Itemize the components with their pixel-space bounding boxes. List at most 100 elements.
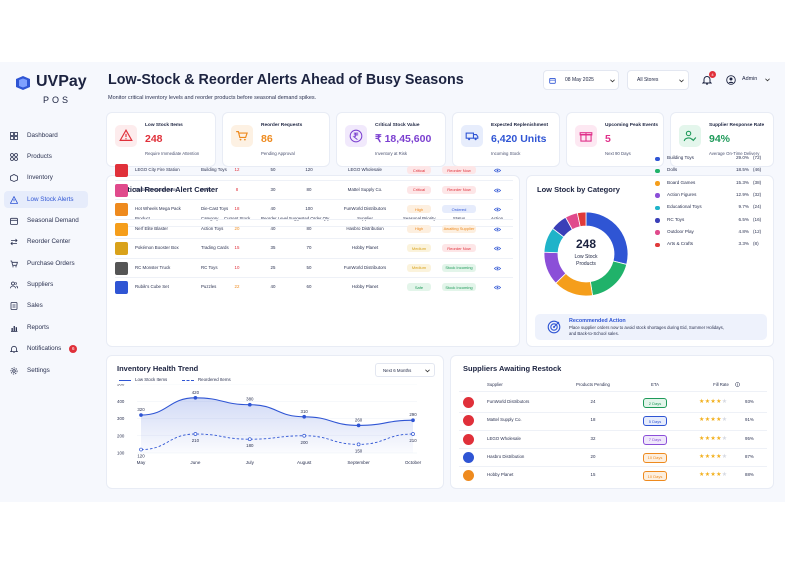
trend-range-select[interactable]: Next 6 Months xyxy=(375,363,435,377)
view-icon[interactable] xyxy=(494,246,501,251)
supplier-row[interactable]: FunWorld Distributors 24 2 Days ★★★★★ 93% xyxy=(457,394,769,413)
product-thumbnail xyxy=(115,261,128,275)
supplier-name: Mattel Supply Co. xyxy=(487,417,522,423)
kpi-subtitle: Require Immediate Attention xyxy=(145,151,200,156)
rating-stars: ★★★★★ xyxy=(699,453,727,460)
user-name: Admin xyxy=(742,76,758,82)
table-row[interactable]: Hot Wheels Mega Pack Die-Cast Toys 18 40 100… xyxy=(113,201,515,220)
products-pending: 15 xyxy=(590,472,596,478)
view-icon[interactable] xyxy=(494,168,501,173)
data-label: 320 xyxy=(137,407,145,412)
store-value: All Stores xyxy=(637,77,659,83)
data-label: 380 xyxy=(246,397,254,402)
table-row[interactable]: LEGO City Fire Station Building Toys 12 50 1… xyxy=(113,162,515,181)
sidebar-item-settings[interactable]: Settings xyxy=(4,362,88,379)
current-stock: 15 xyxy=(234,245,240,250)
date-picker[interactable]: 08 May 2025 xyxy=(543,70,619,90)
data-label: 200 xyxy=(301,440,309,445)
sidebar-item-label: Reorder Center xyxy=(27,238,71,245)
sidebar-item-label: Products xyxy=(27,153,52,160)
rating-stars: ★★★★★ xyxy=(699,471,727,478)
star-icon: ★ xyxy=(716,417,722,424)
star-icon: ★ xyxy=(710,472,717,479)
data-label: 420 xyxy=(192,390,200,395)
y-tick-label: 300 xyxy=(117,416,125,421)
truck-icon xyxy=(465,132,479,141)
data-point xyxy=(411,418,415,423)
suggested-qty: 60 xyxy=(306,284,312,289)
kpi-title: Critical Stock Value xyxy=(375,123,420,128)
legend-count: (72) xyxy=(753,155,762,160)
area-fill xyxy=(141,397,413,453)
sidebar-badge: 6 xyxy=(69,344,78,353)
sidebar-item-sales[interactable]: Sales xyxy=(4,297,88,314)
kpi-title: Supplier Response Rate xyxy=(709,123,765,128)
supplier-row[interactable]: LEGO Wholesale 32 7 Days ★★★★★ 95% xyxy=(457,431,769,450)
product-thumbnail xyxy=(115,203,128,216)
cart-icon xyxy=(236,131,248,141)
product-name: RC Monster Truck xyxy=(135,264,171,270)
current-stock: 20 xyxy=(234,225,240,231)
legend-percent: 4.8% xyxy=(738,228,749,234)
product-thumbnail xyxy=(115,222,128,236)
sidebar-item-low-stock-alerts[interactable]: Low Stock Alerts xyxy=(4,191,88,208)
supplier-name: LEGO Wholesale xyxy=(487,435,521,441)
sidebar-item-label: Dashboard xyxy=(27,132,58,139)
alert-center-title: Critical Reorder Alert Center xyxy=(117,185,219,194)
row-divider xyxy=(459,429,767,431)
sidebar-item-seasonal-demand[interactable]: Seasonal Demand xyxy=(4,212,88,229)
supplier-row[interactable]: Hobby Planet 15 10 Days ★★★★★ 88% xyxy=(457,467,769,484)
sidebar-item-products[interactable]: Products xyxy=(4,148,88,165)
table-row[interactable]: Pokémon Booster Box Trading Cards 15 35 70 Ho… xyxy=(113,240,515,259)
data-label: 180 xyxy=(246,443,254,448)
view-icon[interactable] xyxy=(494,188,501,193)
legend-dot xyxy=(655,218,660,223)
bell-icon xyxy=(10,345,18,353)
person-check-icon xyxy=(683,130,697,142)
legend-name: Outdoor Play xyxy=(667,228,694,234)
supplier-row[interactable]: Hasbro Distribution 20 10 Days ★★★★★ 87% xyxy=(457,449,769,468)
current-stock: 22 xyxy=(234,284,240,289)
kpi-card: Low Stock Items 248 Require Immediate Atte… xyxy=(106,112,216,167)
info-icon[interactable] xyxy=(735,382,740,387)
view-icon[interactable] xyxy=(494,285,501,290)
x-tick-label: September xyxy=(347,460,370,465)
data-label: 210 xyxy=(192,438,200,443)
sidebar-item-notifications[interactable]: Notifications 6 xyxy=(4,340,88,357)
legend-name: Dolls xyxy=(667,167,678,173)
category-card: Low Stock by Category 248 Low Stock Prod… xyxy=(526,155,774,347)
view-icon[interactable] xyxy=(494,227,501,232)
data-point xyxy=(247,402,252,407)
view-icon[interactable] xyxy=(494,207,501,212)
sidebar-item-purchase-orders[interactable]: Purchase Orders xyxy=(4,255,88,272)
data-point xyxy=(302,414,307,419)
table-row[interactable]: RC Monster Truck RC Toys 10 25 50 FunWorld Di… xyxy=(113,260,515,278)
view-icon[interactable] xyxy=(494,266,501,271)
status-badge: Reorder Now xyxy=(442,244,476,252)
product-name: Rubik's Cube Set xyxy=(135,284,169,289)
product-category: Trading Cards xyxy=(201,245,229,250)
table-row[interactable]: Rubik's Cube Set Puzzles 22 40 60 Hobby Plane… xyxy=(113,279,515,296)
supplier-row[interactable]: Mattel Supply Co. 18 5 Days ★★★★★ 91% xyxy=(457,412,769,431)
x-tick-label: June xyxy=(190,460,200,465)
brand-sub: POS xyxy=(42,95,71,105)
data-label: 290 xyxy=(409,412,417,417)
sidebar-item-dashboard[interactable]: Dashboard xyxy=(4,127,88,144)
table-header: Fill Rate xyxy=(713,382,729,387)
store-select[interactable]: All Stores xyxy=(627,70,689,90)
rating-stars: ★★★★★ xyxy=(699,398,727,405)
sidebar-item-reorder-center[interactable]: Reorder Center xyxy=(4,233,88,250)
category-donut-chart xyxy=(543,211,629,297)
sidebar-item-inventory[interactable]: Inventory xyxy=(4,169,88,186)
notifications-button[interactable]: 4 xyxy=(700,71,716,87)
sidebar-item-suppliers[interactable]: Suppliers xyxy=(4,276,88,293)
sidebar-item-reports[interactable]: Reports xyxy=(4,319,88,336)
star-icon: ★ xyxy=(721,435,728,442)
table-row[interactable]: Barbie Dream House Dolls 8 30 80 Mattel Suppl… xyxy=(113,182,515,200)
y-tick-label: 200 xyxy=(117,433,125,438)
user-menu[interactable]: Admin xyxy=(726,73,776,87)
eta-badge: 10 Days xyxy=(643,471,667,482)
brand-logo[interactable]: UVPay POS xyxy=(14,72,94,112)
table-row[interactable]: Nerf Elite Blaster Action Toys 20 40 80 Hasbr… xyxy=(113,221,515,239)
legend-dot xyxy=(655,230,660,235)
